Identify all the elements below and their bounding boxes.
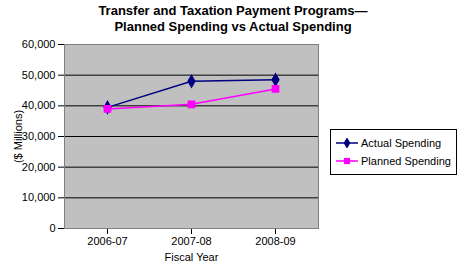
svg-text:2008-09: 2008-09: [255, 235, 295, 247]
svg-text:10,000: 10,000: [22, 191, 56, 203]
svg-text:2007-08: 2007-08: [171, 235, 211, 247]
svg-text:50,000: 50,000: [22, 69, 56, 81]
svg-text:2006-07: 2006-07: [87, 235, 127, 247]
svg-text:60,000: 60,000: [22, 38, 56, 50]
svg-text:30,000: 30,000: [22, 130, 56, 142]
html-text:Planned Spending: Planned Spending: [361, 155, 451, 167]
svg-text:20,000: 20,000: [22, 161, 56, 173]
svg-text:Fiscal Year: Fiscal Year: [165, 251, 219, 263]
html-text:Transfer and Taxation Payment: Transfer and Taxation Payment Programs— …: [98, 3, 368, 34]
svg-text:0: 0: [49, 222, 55, 234]
svg-text:40,000: 40,000: [22, 99, 56, 111]
html-text:Actual Spending: Actual Spending: [361, 137, 442, 149]
svg-text:($ Millions): ($ Millions): [12, 110, 24, 163]
